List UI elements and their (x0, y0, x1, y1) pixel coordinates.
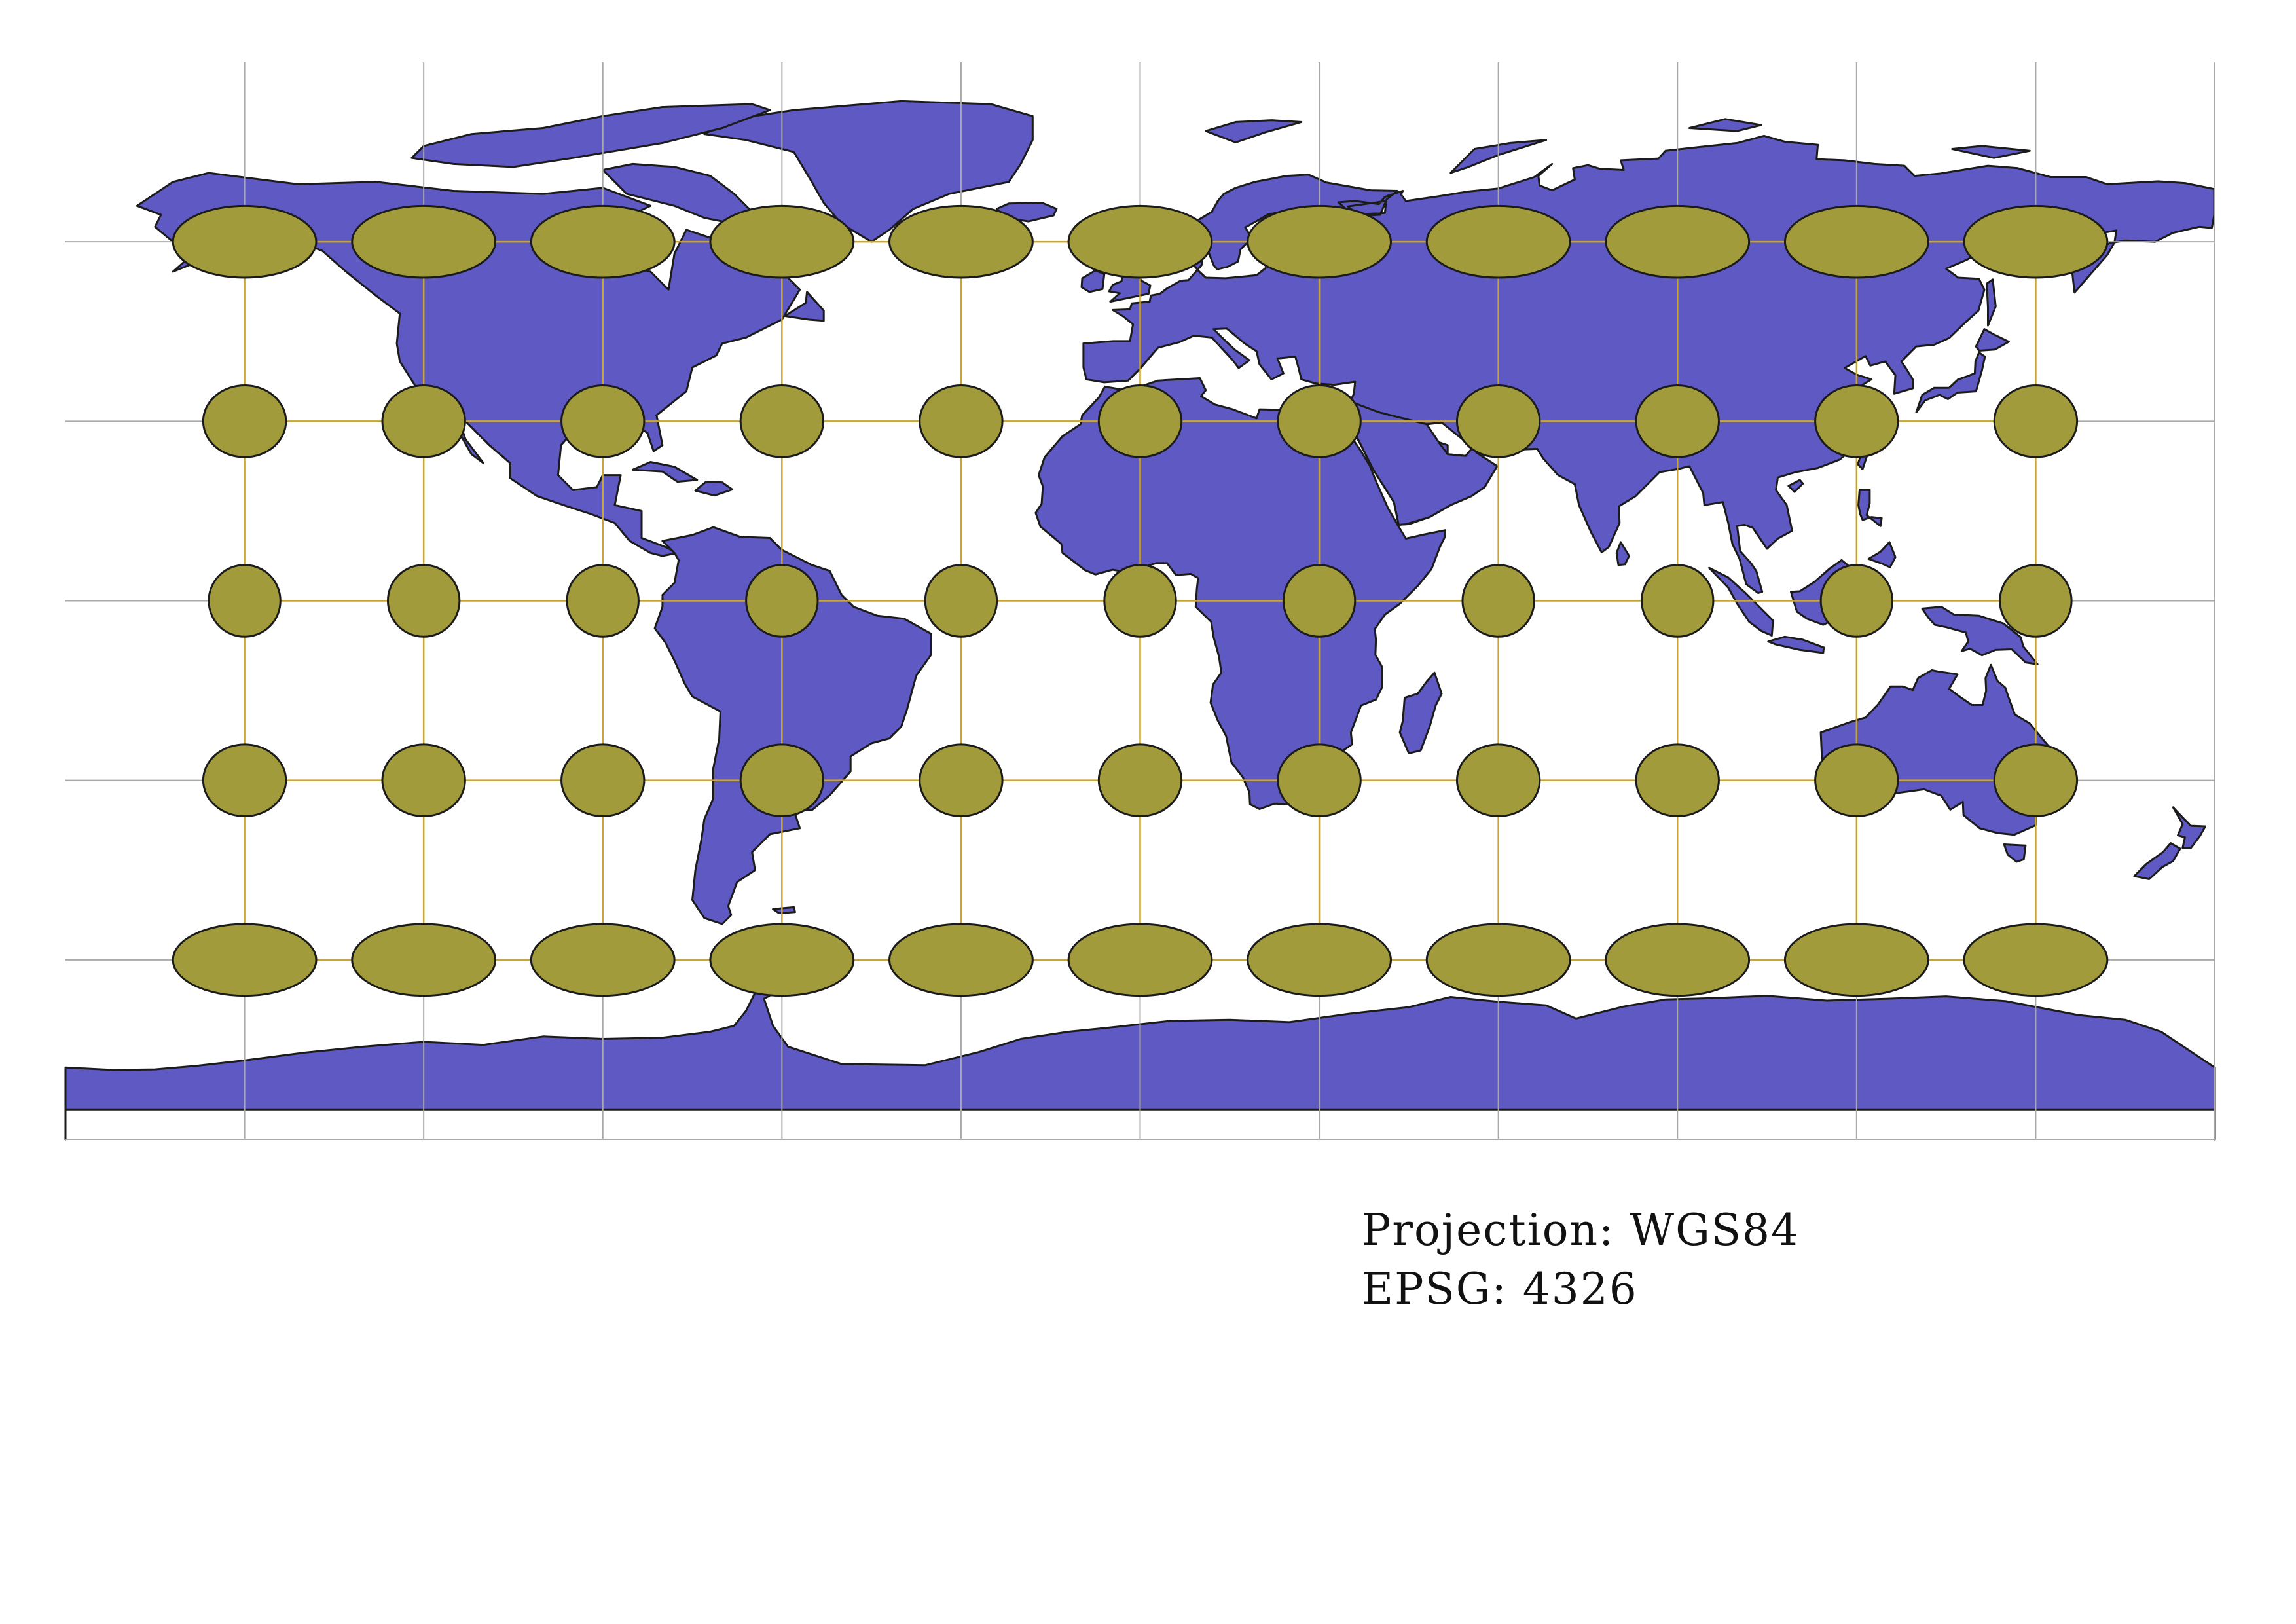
tissot-ellipse (1814, 384, 1899, 458)
tissot-ellipse (745, 564, 819, 638)
tissot-ellipse (739, 743, 825, 817)
tissot-ellipse (1993, 384, 2079, 458)
land-mindanao (1867, 541, 1897, 568)
tissot-ellipse (386, 564, 461, 638)
tissot-ellipse (1282, 564, 1357, 638)
tissot-ellipse (1097, 743, 1183, 817)
tissot-ellipse (739, 384, 825, 458)
land-sri-lanka (1615, 541, 1630, 566)
land-arctic-islands (410, 103, 771, 168)
land-falkland-islands (772, 906, 796, 914)
land-ireland (1080, 269, 1106, 293)
land-sakhalin (1986, 278, 1997, 327)
land-arabian-peninsula-link (1333, 402, 1499, 526)
tissot-ellipse (919, 384, 1004, 458)
tissot-ellipse (1605, 923, 1751, 997)
tissot-ellipse (566, 564, 640, 638)
tissot-ellipse (888, 204, 1034, 279)
tissot-ellipse (1425, 204, 1571, 279)
land-severnaya-zemlya (1688, 118, 1762, 132)
land-hokkaido (1975, 328, 2010, 352)
tissot-ellipse (208, 564, 282, 638)
tissot-ellipse (1097, 384, 1183, 458)
tissot-ellipse (381, 743, 466, 817)
land-newfoundland (784, 291, 825, 322)
tissot-ellipse (1635, 384, 1720, 458)
tissot-ellipse (924, 564, 998, 638)
land-philippines (1857, 489, 1883, 527)
tissot-ellipse (1993, 743, 2079, 817)
epsg-label: EPSG: 4326 (1362, 1264, 1638, 1314)
tissot-ellipse (1783, 204, 1929, 279)
tissot-ellipse (530, 923, 676, 997)
tissot-ellipse (1455, 384, 1541, 458)
tissot-ellipse (709, 923, 855, 997)
land-hispaniola (694, 481, 734, 497)
tissot-ellipse (172, 923, 318, 997)
tissot-ellipse (351, 923, 497, 997)
tissot-ellipse (351, 204, 497, 279)
tissot-indicatrix (172, 204, 2109, 997)
tissot-ellipse (560, 384, 646, 458)
tissot-ellipse (1999, 564, 2073, 638)
tissot-ellipse (1814, 743, 1899, 817)
tissot-ellipse (381, 384, 466, 458)
tissot-ellipse (1247, 204, 1392, 279)
tissot-ellipse (530, 204, 676, 279)
land-greenland (703, 100, 1034, 243)
tissot-ellipse (1963, 923, 2109, 997)
land-sumatra (1708, 566, 1774, 637)
tissot-ellipse (1277, 384, 1362, 458)
land-africa (1034, 377, 1446, 810)
tissot-ellipse (1605, 204, 1751, 279)
tissot-ellipse (919, 743, 1004, 817)
tissot-ellipse (1461, 564, 1535, 638)
tissot-ellipse (1783, 923, 1929, 997)
tissot-ellipse (1103, 564, 1177, 638)
tissot-ellipse (709, 204, 855, 279)
tissot-ellipse (1641, 564, 1715, 638)
land-madagascar (1398, 671, 1443, 754)
land-cuba (631, 461, 699, 483)
land-java (1767, 635, 1825, 654)
tissot-ellipse (202, 384, 287, 458)
tissot-ellipse (1067, 204, 1213, 279)
land-new-zealand-south (2133, 842, 2181, 880)
tissot-ellipse (1067, 923, 1213, 997)
tissot-ellipse (1819, 564, 1894, 638)
projection-label: Projection: WGS84 (1362, 1205, 1800, 1255)
tissot-ellipse (1277, 743, 1362, 817)
tissot-ellipse (888, 923, 1034, 997)
land-hainan (1787, 479, 1804, 493)
land-svalbard (1205, 119, 1303, 143)
tissot-ellipse (1247, 923, 1392, 997)
tissot-ellipse (1425, 923, 1571, 997)
land-tasmania (2003, 843, 2027, 863)
land-new-zealand-north (2172, 806, 2206, 849)
land-japan (1915, 351, 1986, 414)
tissot-ellipse (172, 204, 318, 279)
tissot-ellipse (1635, 743, 1720, 817)
land-new-siberian-islands (1951, 145, 2031, 159)
land-new-guinea (1921, 606, 2039, 665)
tissot-ellipse (202, 743, 287, 817)
tissot-ellipse (1963, 204, 2109, 279)
tissot-ellipse (1455, 743, 1541, 817)
tissot-ellipse (560, 743, 646, 817)
